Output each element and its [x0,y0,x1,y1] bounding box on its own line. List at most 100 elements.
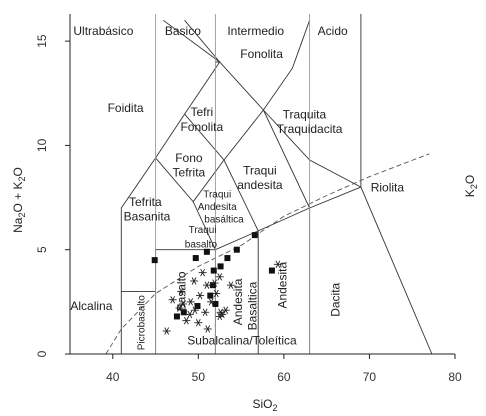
region-label-21: Traqui [189,225,217,236]
y-axis-title-part-3: O + K [11,181,25,212]
star-stroke-d2 [213,289,219,298]
region-label-18: Traqui [203,190,231,201]
star-stroke-d2 [205,325,211,333]
data-points [151,232,282,335]
star-stroke-d2 [177,304,182,312]
star-stroke-d2 [217,273,223,281]
rotated-label-2: Basalto [175,271,189,311]
star-point-24 [215,273,224,281]
region-label-11: Fono [175,151,203,165]
star-stroke-d2 [208,298,214,306]
y-tick-label-5: 5 [35,246,49,253]
square-point-8 [251,232,258,239]
star-point-16 [273,260,282,269]
region-label-10: Traquidacita [277,122,343,136]
star-point-11 [182,316,191,325]
region-labels: Ultrabásico Basico Intermedio Acido Fonolita… [70,24,404,350]
square-point-2 [192,255,199,262]
alkaline-subalkaline-divider [105,153,430,355]
region-label-24: Subalcalina/Toleítica [187,334,297,348]
x-tick-label-70: 70 [363,370,377,384]
star-point-6 [212,289,221,298]
right-axis-title: K2O [463,175,479,197]
region-label-9: Traquita [283,107,327,121]
y-tick-label-0: 0 [35,350,49,357]
square-point-15 [212,300,219,307]
region-label-6: Foidita [108,101,144,115]
y-axis-title: Na2O + K2O [11,167,27,233]
square-point-7 [233,246,240,253]
star-stroke-d2 [164,327,170,335]
square-point-12 [194,303,201,310]
square-point-5 [217,263,224,270]
right-axis-title-sub: 2 [469,184,479,189]
region-label-13: Traqui [243,164,277,178]
right-axis-title-tail: O [463,175,477,184]
star-point-17 [210,279,219,287]
x-axis-title: SiO2 [252,397,277,413]
star-stroke-d2 [218,308,223,316]
region-boundary-4 [155,157,216,354]
star-stroke-d2 [191,277,197,285]
x-tick-label-40: 40 [106,370,120,384]
star-point-26 [201,308,210,316]
x-axis-title-sub: 2 [273,403,278,413]
square-point-9 [268,267,275,274]
region-boundary-10 [163,19,220,63]
region-boundary-3 [155,14,362,354]
axes: 40 50 60 70 80 0 5 10 15 [35,14,462,384]
square-point-13 [180,309,187,316]
rotated-label-1: Picrobasalto [136,295,147,350]
star-point-23 [226,281,235,289]
region-label-23: Alcalina [70,299,112,313]
star-point-22 [203,325,212,333]
region-label-2: Basico [165,24,201,38]
rotated-label-3: Andesita [231,278,245,325]
y-axis-title-part-1: Na [11,217,25,233]
y-tick-label-15: 15 [35,34,49,48]
star-point-8 [198,268,207,277]
star-stroke-d2 [180,300,186,308]
rotated-label-5: Andesita [276,262,290,309]
region-label-14: andesita [237,178,283,192]
star-stroke-d2 [228,281,234,289]
star-stroke-d2 [192,306,198,314]
region-boundary-2 [120,61,362,292]
region-label-15: Riolita [371,180,405,194]
region-label-4: Acido [318,24,348,38]
square-point-1 [151,257,158,264]
x-tick-label-60: 60 [277,370,291,384]
square-point-6 [224,255,231,262]
x-axis-title-main: SiO [252,397,272,411]
star-point-3 [185,310,194,319]
region-boundary-9 [192,20,311,202]
star-point-4 [196,291,205,300]
star-stroke-d2 [195,319,201,327]
star-point-9 [202,281,211,289]
region-boundary-6 [262,109,311,354]
star-point-12 [194,319,203,327]
y-axis-title-part-5: O [11,167,25,176]
region-label-5: Fonolita [240,47,283,61]
region-label-12: Tefrita [173,166,206,180]
region-label-20: basáltica [204,215,244,226]
star-stroke-d2 [187,310,193,319]
star-point-15 [162,327,171,335]
square-point-14 [173,313,180,320]
region-label-3: Intermedio [227,24,284,38]
y-tick-label-10: 10 [35,138,49,152]
region-label-7: Tefri [190,105,213,119]
square-point-3 [203,248,210,255]
region-boundary-5 [184,113,259,354]
x-tick-label-80: 80 [448,370,462,384]
star-point-1 [168,296,177,304]
rotated-label-4: Basaltica [246,281,260,330]
star-stroke-d2 [170,296,176,304]
square-point-10 [207,292,214,299]
rotated-label-6: Dacita [329,282,343,316]
y-axis-title-part-4: 2 [17,176,27,181]
dashed-divider-lines [105,14,430,355]
star-stroke-d2 [200,268,206,277]
region-label-16: Tefrita [129,195,162,209]
star-stroke-d2 [183,316,189,325]
